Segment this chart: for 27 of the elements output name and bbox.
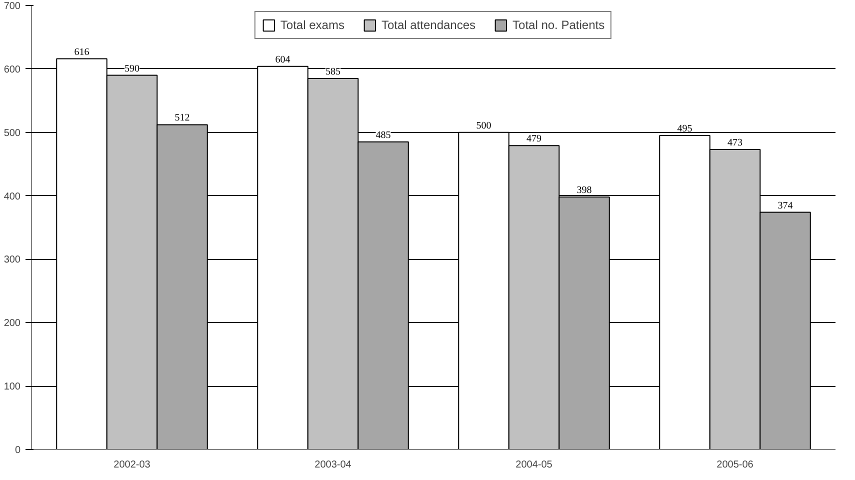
legend-label: Total exams bbox=[280, 18, 344, 32]
y-tick-label: 700 bbox=[4, 1, 21, 12]
y-tick-label: 600 bbox=[4, 64, 21, 76]
y-tick-label: 300 bbox=[4, 254, 21, 266]
x-tick-label: 2003-04 bbox=[314, 460, 352, 470]
data-label: 485 bbox=[376, 130, 391, 141]
x-tick-label: 2002-03 bbox=[114, 460, 151, 470]
data-label: 374 bbox=[778, 200, 793, 212]
y-tick-label: 200 bbox=[4, 318, 21, 330]
x-tick-label: 2004-05 bbox=[516, 460, 553, 470]
data-label: 512 bbox=[174, 112, 190, 124]
data-label: 585 bbox=[326, 66, 340, 78]
data-label: 616 bbox=[74, 46, 90, 58]
data-label: 590 bbox=[124, 63, 140, 74]
y-tick-label: 100 bbox=[4, 382, 21, 393]
data-label: 604 bbox=[275, 54, 290, 66]
data-label: 479 bbox=[526, 134, 542, 145]
y-tick-label: 0 bbox=[14, 445, 21, 456]
y-tick-label: 400 bbox=[4, 191, 21, 202]
x-tick-label: 2005-06 bbox=[716, 460, 754, 470]
data-label: 495 bbox=[677, 124, 692, 135]
legend-label: Total no. Patients bbox=[512, 18, 605, 32]
data-label: 398 bbox=[576, 185, 592, 196]
y-tick-label: 500 bbox=[4, 128, 21, 139]
data-label: 500 bbox=[476, 120, 492, 132]
legend-label: Total attendances bbox=[381, 18, 476, 32]
data-label: 473 bbox=[728, 137, 742, 148]
